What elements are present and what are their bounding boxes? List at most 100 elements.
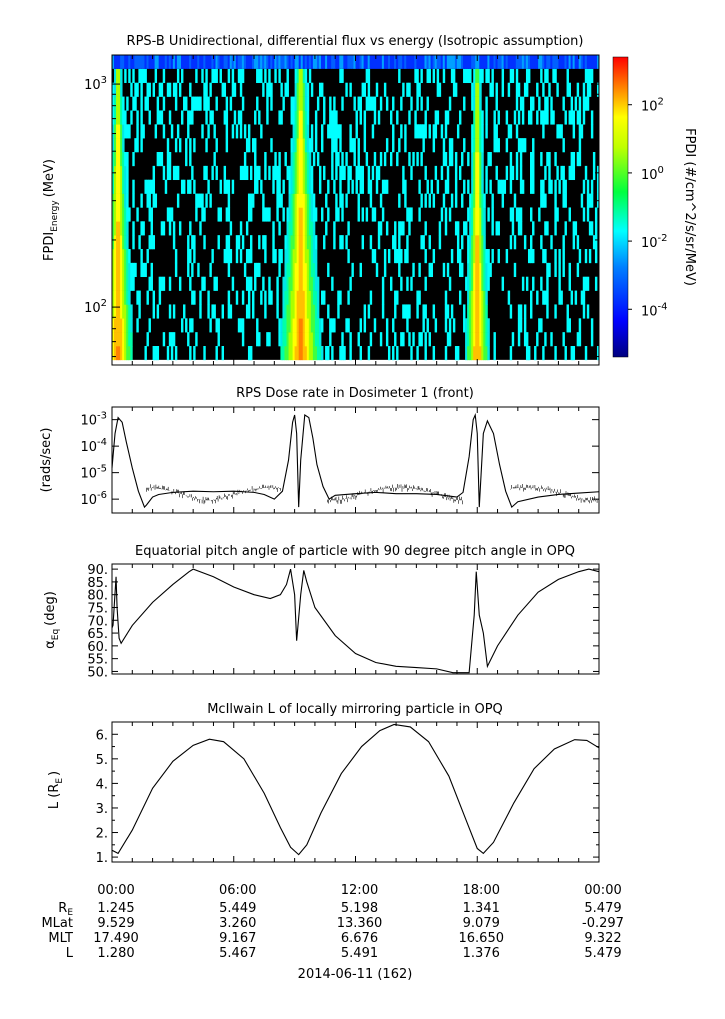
spectrogram-cell (308, 68, 312, 84)
spectrogram-cell (189, 179, 192, 194)
spectrogram-cell (339, 345, 342, 361)
spectrogram-cell (314, 124, 318, 139)
spectrogram-cell (570, 165, 574, 181)
spectrogram-cell (172, 165, 176, 181)
spectrogram-cell (584, 96, 588, 111)
spectrogram-cell (290, 96, 293, 111)
spectrogram-cell (227, 55, 231, 69)
spectrogram-cell (564, 221, 567, 236)
spectrogram-cell (286, 290, 289, 305)
spectrogram-cell (134, 55, 137, 69)
spectrogram-cell (361, 82, 365, 97)
spectrogram-cell (298, 110, 302, 125)
spectrogram-cell (398, 193, 401, 208)
spectrogram-cell (442, 138, 446, 153)
spectrogram-cell (519, 304, 523, 319)
spectrogram-cell (272, 221, 275, 236)
spectrogram-cell (477, 165, 480, 181)
spectrogram-cell (122, 165, 125, 181)
spectrogram-cell (290, 332, 293, 347)
spectrogram-cell (416, 68, 419, 84)
spectrogram-cell (152, 193, 156, 208)
ephemeris-l-value: 1.280 (97, 946, 134, 961)
spectrogram-cell (124, 304, 127, 319)
spectrogram-cell (124, 193, 127, 208)
spectrogram-cell (454, 55, 458, 69)
spectrogram-cell (126, 332, 129, 347)
spectrogram-cell (304, 345, 308, 361)
spectrogram-cell (426, 179, 429, 194)
spectrogram-cell (361, 235, 365, 250)
spectrogram-cell (349, 82, 352, 97)
spectrogram-cell (333, 55, 336, 69)
spectrogram-cell (286, 318, 289, 333)
spectrogram-cell (530, 304, 533, 319)
spectrogram-cell (292, 151, 296, 167)
spectrogram-cell (420, 151, 423, 167)
spectrogram-cell (264, 68, 267, 84)
spectrogram-cell (325, 221, 328, 236)
spectrogram-cell (118, 262, 121, 278)
spectrogram-cell (235, 55, 239, 69)
spectrogram-cell (314, 290, 318, 305)
spectrogram-cell (292, 345, 296, 361)
spectrogram-cell (215, 345, 218, 361)
spectrogram-cell (578, 110, 582, 125)
spectrogram-cell (471, 290, 474, 305)
spectrogram-cell (122, 332, 125, 347)
spectrogram-cell (337, 304, 340, 319)
spectrogram-cell (479, 290, 482, 305)
spectrogram-cell (582, 304, 586, 319)
spectrogram-cell (519, 221, 523, 236)
spectrogram-cell (471, 124, 474, 139)
spectrogram-cell (521, 138, 525, 153)
spectrogram-cell (402, 332, 405, 347)
spectrogram-cell (310, 138, 314, 153)
spectrogram-cell (278, 55, 281, 69)
spectrogram-cell (444, 290, 448, 305)
spectrogram-cell (477, 318, 480, 333)
spectrogram-cell (235, 235, 239, 250)
spectrogram-cell (483, 318, 486, 333)
spectrogram-cell (168, 55, 172, 69)
spectrogram-cell (120, 55, 123, 69)
spectrogram-cell (525, 332, 529, 347)
spectrogram-cell (542, 248, 545, 264)
spectrogram-cell (442, 151, 446, 167)
spectrogram-cell (444, 179, 448, 194)
spectrogram-cell (532, 276, 535, 291)
spectrogram-cell (264, 55, 267, 69)
spectrogram-cell (408, 332, 411, 347)
spectrogram-cell (550, 179, 553, 194)
spectrogram-cell (392, 318, 395, 333)
spectrogram-cell (473, 165, 476, 181)
spectrogram-cell (584, 165, 588, 181)
spectrogram-cell (327, 304, 330, 319)
spectrogram-cell (359, 55, 362, 69)
spectrogram-cell (112, 151, 115, 167)
spectrogram-cell (298, 124, 302, 139)
spectrogram-cell (215, 55, 218, 69)
spectrogram-cell (371, 124, 375, 139)
spectrogram-cell (394, 55, 397, 69)
spectrogram-cell (394, 235, 397, 250)
spectrogram-cell (532, 248, 535, 264)
spectrogram-cell (473, 151, 476, 167)
spectrogram-cell (404, 304, 407, 319)
spectrogram-cell (523, 82, 527, 97)
spectrogram-cell (497, 110, 500, 125)
spectrogram-cell (487, 345, 490, 361)
spectrogram-cell (286, 304, 289, 319)
spectrogram-cell (481, 332, 484, 347)
spectrogram-cell (235, 290, 239, 305)
spectrogram-cell (479, 193, 482, 208)
spectrogram-cell (331, 345, 334, 361)
spectrogram-cell (475, 82, 478, 97)
pitch-angle-y-label: αEq(deg) (43, 591, 61, 649)
spectrogram-cell (136, 318, 139, 333)
spectrogram-cell (434, 165, 438, 181)
spectrogram-cell (400, 221, 403, 236)
spectrogram-cell (280, 332, 283, 347)
spectrogram-cell (116, 304, 119, 319)
spectrogram-cell (353, 96, 356, 111)
